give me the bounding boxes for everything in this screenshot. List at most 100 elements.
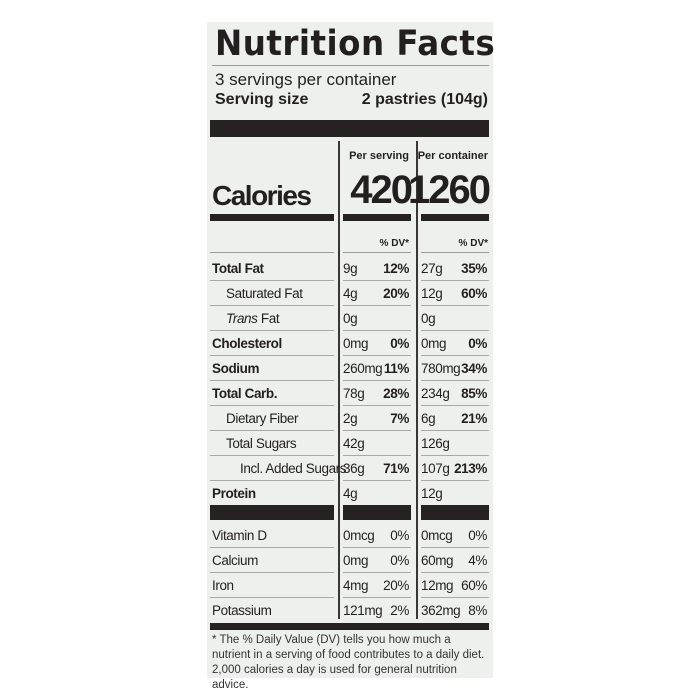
amount: 12g — [421, 486, 443, 501]
amount-cell: 4g 20% — [343, 281, 411, 306]
amount: 0mg — [343, 553, 369, 568]
nutrient-row: Protein 4g 12g — [0, 481, 700, 506]
amount-cell: 42g — [343, 431, 411, 456]
column-divider — [338, 141, 340, 619]
amount: 0mcg — [343, 528, 375, 543]
amount: 0mg — [421, 336, 447, 351]
amount-cell: 234g 85% — [421, 381, 489, 406]
nutrient-name: Total Carb. — [210, 381, 334, 406]
amount-cell: 0mg 0% — [343, 331, 411, 356]
amount: 60mg — [421, 553, 454, 568]
divider — [210, 252, 334, 253]
thick-divider — [210, 623, 489, 630]
daily-value: 0% — [390, 553, 409, 568]
nutrient-row: Cholesterol 0mg 0% 0mg 0% — [0, 331, 700, 356]
nutrient-name: Cholesterol — [210, 331, 334, 356]
amount-cell: 4mg 20% — [343, 573, 411, 598]
vitamin-row: Vitamin D 0mcg 0% 0mcg 0% — [0, 523, 700, 548]
nutrient-row: Saturated Fat 4g 20% 12g 60% — [0, 281, 700, 306]
amount-cell: 6g 21% — [421, 406, 489, 431]
amount-cell: 0g — [421, 306, 489, 331]
daily-value: 7% — [390, 411, 409, 426]
amount: 12mg — [421, 578, 454, 593]
amount-cell: 0mcg 0% — [343, 523, 411, 548]
amount: 362mg — [421, 603, 461, 618]
nutrient-row: Incl. Added Sugars 36g 71% 107g 213% — [0, 456, 700, 481]
nutrient-name: Vitamin D — [210, 523, 334, 548]
amount: 0g — [421, 311, 436, 326]
thick-divider — [210, 120, 489, 137]
daily-value: 35% — [461, 261, 487, 276]
amount-cell: 12mg 60% — [421, 573, 489, 598]
servings-per-container: 3 servings per container — [215, 70, 397, 89]
amount: 126g — [421, 436, 450, 451]
daily-value: 20% — [383, 578, 409, 593]
serving-size-value: 2 pastries (104g) — [361, 91, 488, 108]
amount: 6g — [421, 411, 436, 426]
thick-divider — [421, 505, 489, 520]
amount-cell: 12g 60% — [421, 281, 489, 306]
daily-value: 60% — [461, 578, 487, 593]
nutrient-row: Total Sugars 42g 126g — [0, 431, 700, 456]
divider — [212, 65, 489, 66]
amount-cell: 126g — [421, 431, 489, 456]
amount-cell: 9g 12% — [343, 256, 411, 281]
daily-value: 0% — [390, 336, 409, 351]
vitamin-row: Iron 4mg 20% 12mg 60% — [0, 573, 700, 598]
nutrient-row: Total Fat 9g 12% 27g 35% — [0, 256, 700, 281]
amount: 42g — [343, 436, 365, 451]
per-container-header: Per container — [417, 150, 488, 162]
amount: 4mg — [343, 578, 369, 593]
amount: 0mcg — [421, 528, 453, 543]
thick-divider — [210, 505, 334, 520]
divider — [421, 252, 489, 253]
amount: 0mg — [343, 336, 369, 351]
per-serving-header: Per serving — [349, 150, 409, 162]
amount-cell: 12g — [421, 481, 489, 505]
amount-cell: 362mg 8% — [421, 598, 489, 622]
divider — [343, 252, 411, 253]
nutrient-name: Incl. Added Sugars — [210, 456, 347, 481]
dv-header: % DV* — [379, 238, 409, 249]
amount-cell: 0mg 0% — [421, 331, 489, 356]
vitamin-row: Calcium 0mg 0% 60mg 4% — [0, 548, 700, 573]
nutrient-name: Calcium — [210, 548, 334, 573]
daily-value: 21% — [461, 411, 487, 426]
calories-per-container: 1260 — [408, 168, 491, 212]
amount-cell: 107g 213% — [421, 456, 489, 481]
amount: 9g — [343, 261, 358, 276]
daily-value: 34% — [461, 361, 487, 376]
nutrient-name: Sodium — [210, 356, 334, 381]
amount-cell: 780mg 34% — [421, 356, 489, 381]
nutrient-row: Sodium 260mg 11% 780mg 34% — [0, 356, 700, 381]
amount: 234g — [421, 386, 450, 401]
calories-bar — [421, 214, 489, 221]
amount: 121mg — [343, 603, 383, 618]
amount: 78g — [343, 386, 365, 401]
footnote: * The % Daily Value (DV) tells you how m… — [212, 634, 485, 691]
daily-value: 8% — [468, 603, 487, 618]
serving-size-label: Serving size — [215, 91, 309, 108]
amount: 780mg — [421, 361, 461, 376]
amount-cell: 78g 28% — [343, 381, 411, 406]
calories-per-serving: 420 — [350, 168, 413, 212]
thick-divider — [343, 505, 411, 520]
daily-value: 0% — [468, 336, 487, 351]
nutrient-name: Potassium — [212, 603, 272, 618]
amount-cell: 0g — [343, 306, 411, 331]
nutrient-name: Total Fat — [210, 256, 334, 281]
daily-value: 12% — [383, 261, 409, 276]
amount: 107g — [421, 461, 450, 476]
amount-cell: 36g 71% — [343, 456, 411, 481]
amount: 0g — [343, 311, 358, 326]
nutrient-name: Dietary Fiber — [210, 406, 334, 431]
column-divider — [416, 141, 418, 619]
amount-cell: 4g — [343, 481, 411, 505]
calories-label: Calories — [212, 180, 312, 211]
daily-value: 85% — [461, 386, 487, 401]
amount-cell: 121mg 2% — [343, 598, 411, 622]
vitamin-row: Potassium 121mg 2% 362mg 8% — [0, 598, 700, 623]
calories-bar — [210, 214, 334, 221]
nutrient-row: Total Carb. 78g 28% 234g 85% — [0, 381, 700, 406]
amount: 2g — [343, 411, 358, 426]
